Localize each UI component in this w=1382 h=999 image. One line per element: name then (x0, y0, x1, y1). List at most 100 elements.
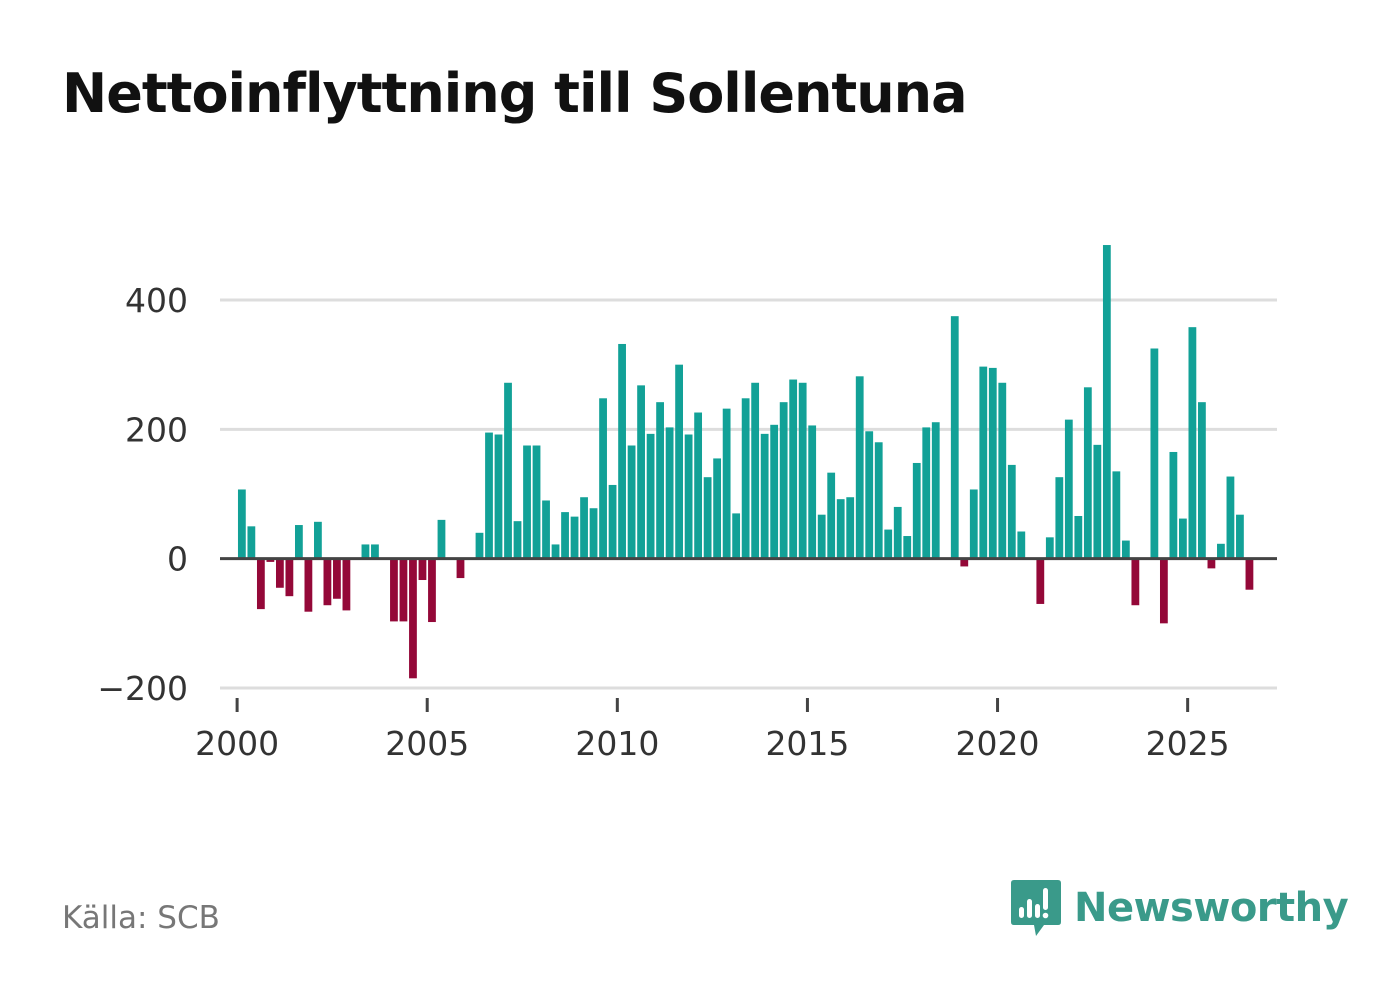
chart-title: Nettoinflyttning till Sollentuna (62, 62, 968, 125)
x-tick-label: 2015 (765, 724, 849, 763)
bar (513, 521, 522, 559)
bar (1121, 540, 1130, 559)
bar (646, 433, 655, 559)
bar (304, 558, 313, 612)
bar (988, 367, 997, 559)
bar (371, 544, 379, 559)
bar (884, 529, 893, 559)
bar (722, 408, 731, 559)
bar (817, 514, 826, 559)
bar (1093, 444, 1102, 559)
bar (532, 445, 541, 559)
bar (1226, 476, 1235, 559)
bar (333, 558, 341, 599)
bar (751, 382, 760, 559)
bar (237, 489, 246, 559)
x-tick-label: 2025 (1146, 724, 1230, 763)
bar (561, 512, 569, 559)
bar (361, 544, 370, 559)
bar (418, 558, 427, 581)
bar (618, 343, 626, 559)
bar (1102, 245, 1111, 559)
bar (627, 445, 636, 559)
bar (437, 519, 446, 559)
bar (285, 558, 294, 597)
brand-name: Newsworthy (1074, 885, 1349, 931)
bar (998, 382, 1007, 559)
bar (950, 316, 959, 559)
y-tick-label: 200 (125, 410, 188, 449)
bar (1188, 327, 1197, 559)
bar (275, 558, 284, 588)
bar (551, 544, 560, 559)
newsworthy-logo: Newsworthy (1010, 878, 1349, 938)
bar (1207, 558, 1216, 569)
bar (865, 431, 874, 559)
bar (295, 525, 303, 559)
bar (798, 382, 807, 559)
bar (789, 379, 798, 559)
bar (1217, 543, 1225, 559)
bar (694, 412, 703, 559)
bar (1198, 402, 1206, 559)
y-tick-label: −200 (97, 669, 188, 708)
bar (1017, 531, 1026, 559)
bar (893, 506, 902, 559)
bar (779, 402, 788, 559)
bar (314, 521, 322, 559)
bar (1007, 464, 1016, 559)
bar (399, 558, 408, 622)
bar (665, 427, 674, 559)
newsworthy-logo-icon (1011, 880, 1061, 936)
bar (760, 433, 769, 559)
bar (390, 558, 398, 622)
bar (1036, 558, 1045, 604)
axes: −200 0 200 400 2000 2005 2010 2015 2020 2025 (97, 281, 1277, 763)
bar (580, 497, 588, 559)
bar-series (237, 245, 1254, 679)
bar (1045, 537, 1054, 559)
bar (247, 526, 256, 559)
bar (475, 532, 484, 559)
y-tick-label: 400 (125, 281, 188, 320)
bar (808, 425, 817, 559)
bar (504, 382, 512, 559)
x-tick-label: 2020 (956, 724, 1040, 763)
bar (1064, 419, 1073, 559)
bar (874, 442, 883, 559)
bar (732, 513, 741, 559)
bar (485, 432, 493, 559)
source-label: Källa: SCB (62, 900, 220, 936)
bar (855, 376, 864, 559)
bar (1131, 558, 1140, 606)
bar (684, 434, 693, 559)
bar (599, 398, 607, 559)
bar (703, 477, 712, 559)
bar (846, 497, 855, 559)
bar (256, 558, 265, 610)
bar (589, 508, 598, 559)
bar (979, 366, 988, 559)
bar (1159, 558, 1168, 624)
bar (1083, 387, 1092, 559)
bar (1055, 477, 1064, 559)
y-tick-label: 0 (167, 540, 188, 579)
bar (656, 402, 664, 559)
bar (903, 536, 912, 559)
x-tick-label: 2005 (385, 724, 469, 763)
bar (1179, 518, 1187, 559)
bar (969, 489, 978, 559)
bar (523, 445, 531, 559)
bar (1169, 451, 1178, 559)
bar (912, 462, 921, 559)
bar (409, 558, 417, 679)
bar (1150, 348, 1159, 559)
bar (1245, 558, 1254, 590)
bar (608, 484, 617, 559)
bar (827, 472, 836, 559)
bar (570, 516, 579, 559)
bar (542, 500, 550, 559)
bar (428, 558, 436, 623)
bar (1074, 515, 1083, 559)
